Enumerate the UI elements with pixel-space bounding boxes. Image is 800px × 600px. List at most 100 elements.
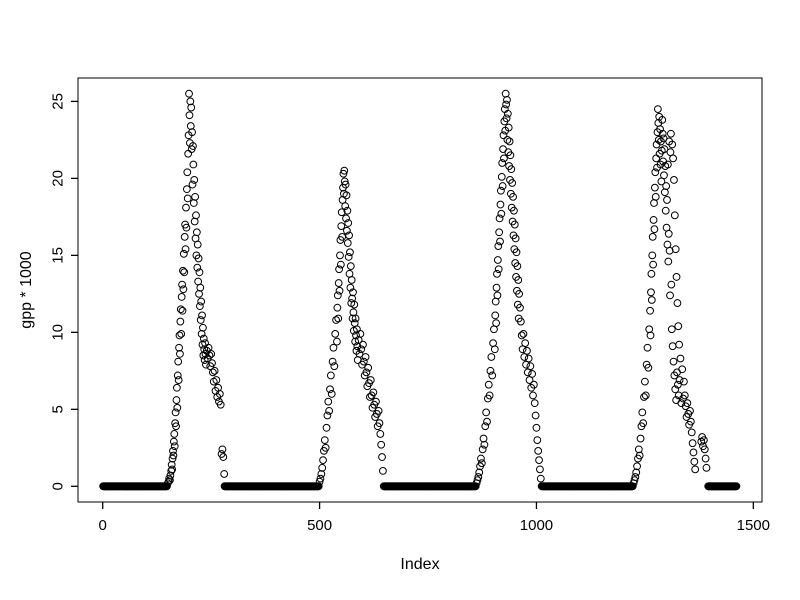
data-point [344,252,353,261]
data-point [331,329,340,338]
data-point [346,283,355,292]
data-point [701,454,710,463]
data-point [171,419,180,428]
data-point [195,302,204,311]
data-point [497,172,506,181]
data-point [500,154,508,163]
data-point [212,376,221,384]
data-point [190,217,199,226]
data-point [656,125,664,134]
data-point [535,456,543,465]
data-point [346,262,355,271]
data-point [375,419,384,428]
data-point [182,223,191,232]
data-point [340,177,349,186]
x-axis-tick-label: 1000 [520,517,553,534]
data-point [342,214,350,223]
y-axis-tick-label: 10 [50,324,67,341]
data-point [640,393,648,401]
data-point [530,399,539,408]
data-point [483,417,491,426]
data-point [673,380,682,389]
data-point [669,154,677,163]
data-point [327,390,336,398]
data-point [494,265,503,274]
data-point [646,331,655,340]
data-point [172,383,181,392]
data-point [477,454,485,463]
data-point [335,286,344,295]
data-point [507,165,516,174]
data-point [179,266,187,275]
data-point [336,260,345,269]
data-point [171,408,180,417]
data-point [218,445,227,454]
data-point [480,440,489,449]
data-point [646,306,654,315]
data-point [181,245,190,254]
data-point [485,391,494,400]
data-point [366,376,375,384]
data-point [174,357,183,366]
data-point [170,430,179,438]
data-point [322,423,331,432]
data-point [499,131,508,140]
data-point [179,249,188,258]
y-axis-title: gpp * 1000 [18,251,35,329]
data-point [662,182,671,190]
data-point [315,477,324,486]
data-point [343,226,351,235]
data-point [536,465,544,474]
data-point [334,314,343,323]
data-point [660,171,668,180]
data-point [663,160,672,169]
data-point [651,192,660,201]
data-point [366,393,374,401]
data-point [317,470,326,478]
data-point [664,229,673,238]
data-point [342,191,351,200]
data-point [647,296,656,304]
data-point [173,403,182,412]
data-point [349,288,357,297]
data-point [667,325,676,334]
data-point [351,337,360,346]
data-point [509,192,517,201]
data-point [673,299,682,307]
data-point [514,276,523,284]
data-point [631,473,640,481]
data-point [647,288,655,297]
data-point [175,331,184,340]
data-point [345,231,353,240]
data-point [175,343,183,352]
data-point [343,206,352,215]
data-point [182,203,190,212]
data-point [377,440,386,449]
data-point [523,346,531,355]
data-point [320,436,329,445]
data-point [334,279,343,287]
data-point [189,160,198,169]
data-point [671,245,680,254]
data-point [498,159,507,167]
data-point [351,314,360,323]
data-point [680,377,688,386]
data-point [532,423,541,432]
data-point [362,368,371,377]
data-point [648,232,657,241]
data-point [630,476,639,485]
data-point [361,353,370,361]
data-point [645,325,654,334]
data-point [491,311,500,320]
data-point [187,103,196,112]
data-point [359,357,368,366]
data-point [732,482,741,491]
data-point [658,115,667,124]
data-point [477,459,486,468]
data-point [490,345,499,354]
data-point [486,366,495,375]
data-point [649,216,658,224]
data-point [516,303,524,312]
data-point [643,343,652,352]
data-point [517,331,526,340]
